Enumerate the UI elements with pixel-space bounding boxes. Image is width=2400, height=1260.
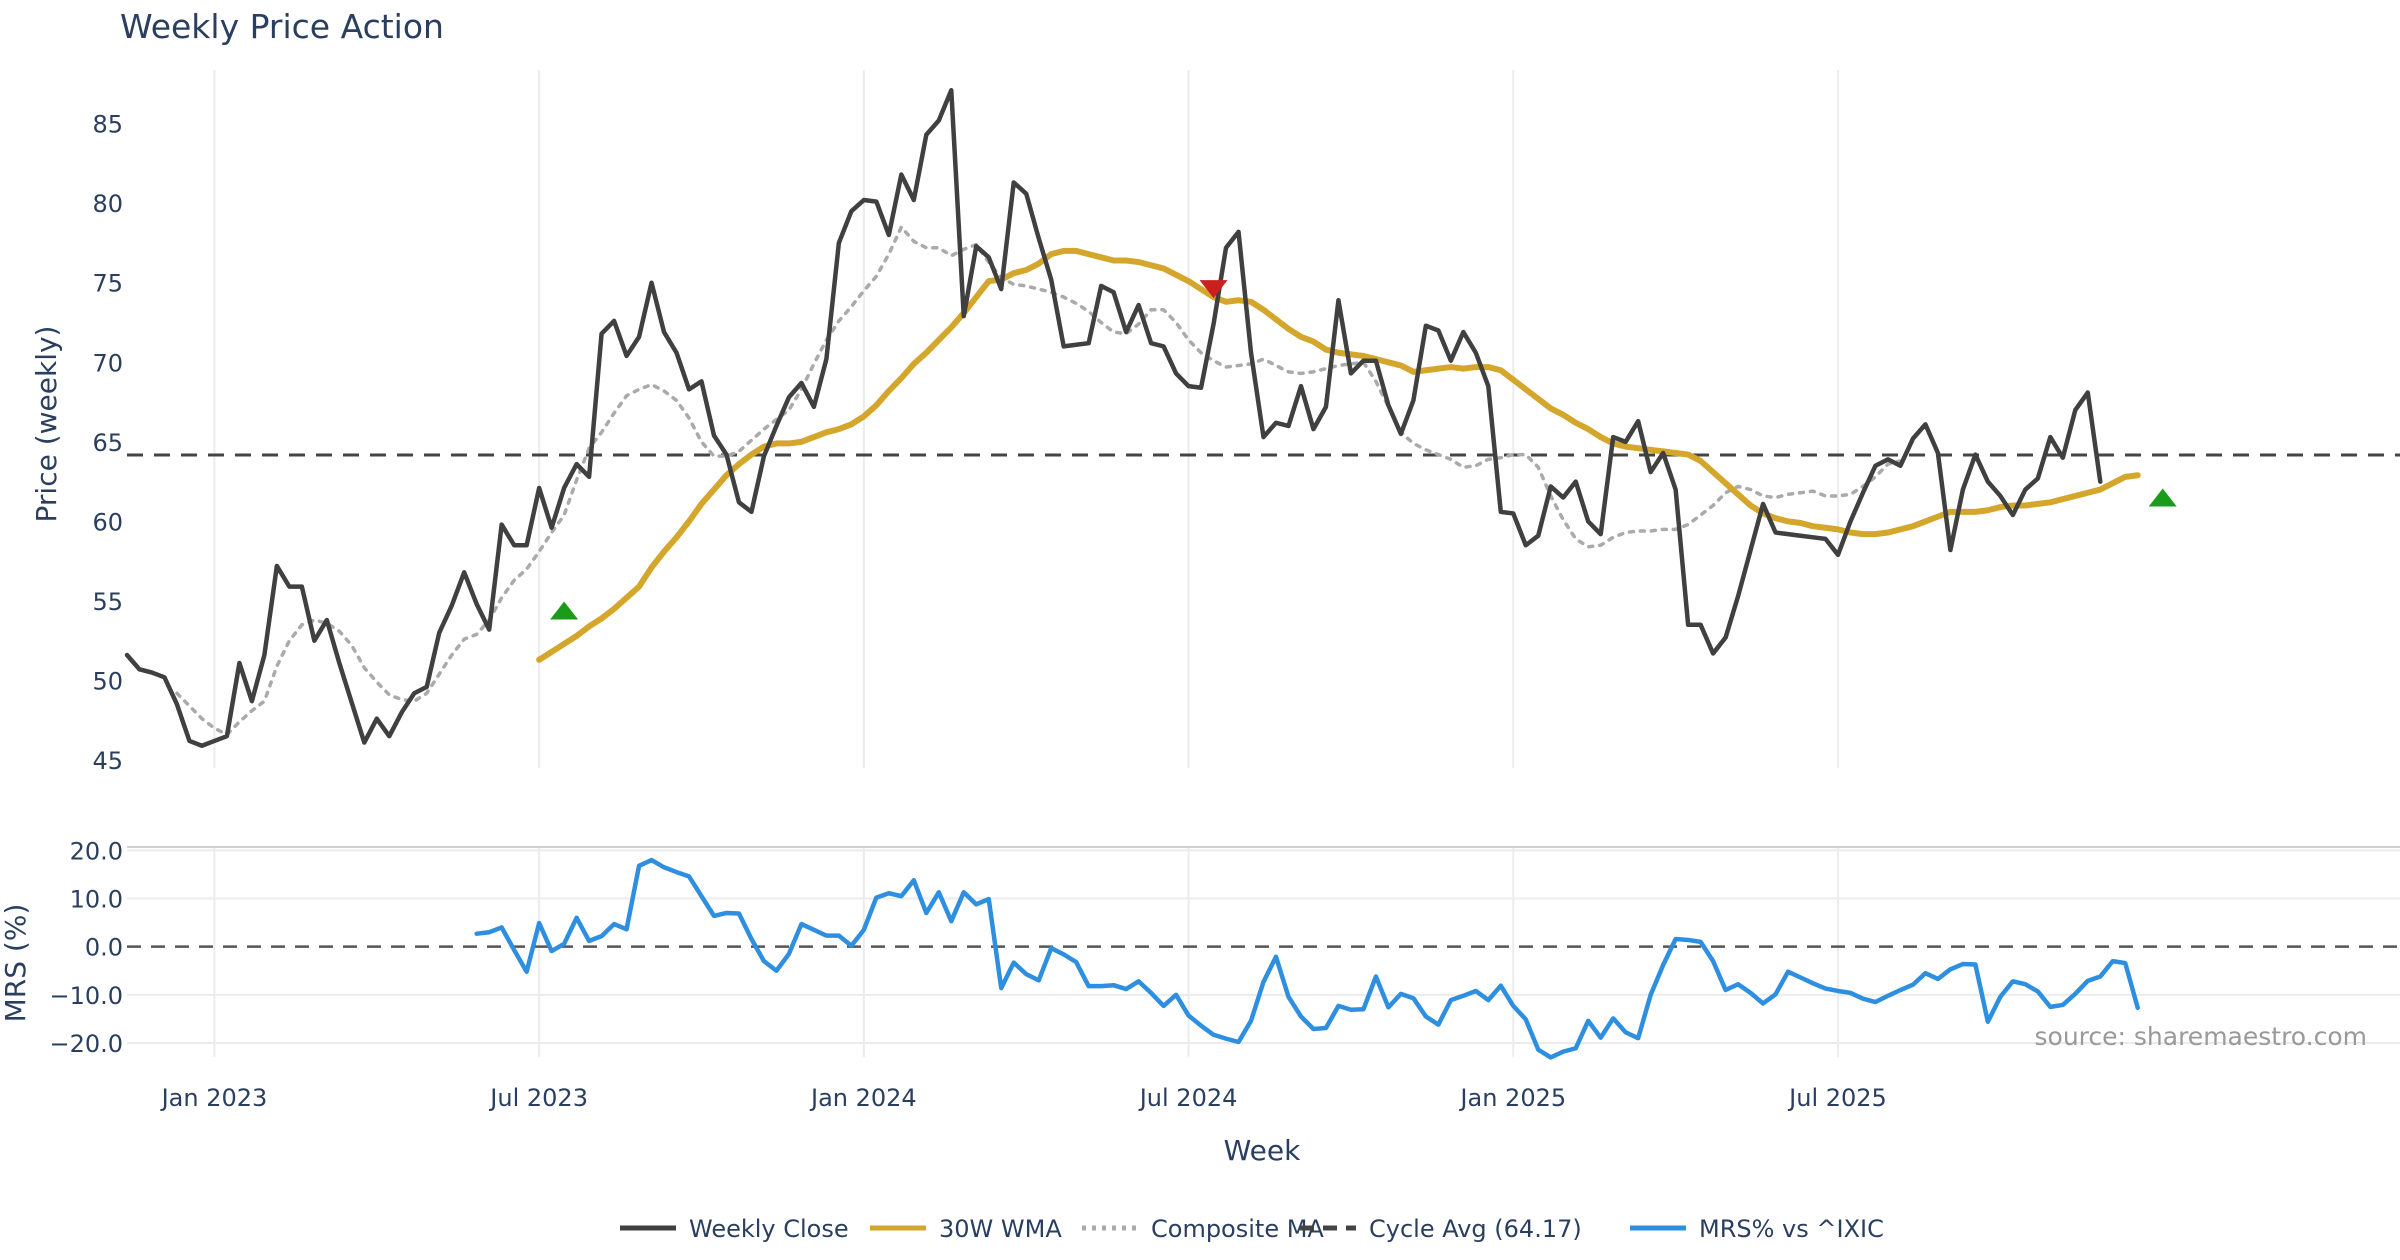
price-ytick-85: 85: [92, 111, 123, 139]
legend-label-1: 30W WMA: [939, 1215, 1062, 1243]
mrs-y-ticks: 20.0 10.0 0.0 −10.0 −20.0: [49, 837, 123, 1058]
price-ytick-75: 75: [92, 270, 123, 298]
series-mrs-vs-ixic: [474, 857, 2140, 1060]
x-tick-4: Jan 2025: [1458, 1084, 1566, 1112]
mrs-ytick-3: −10.0: [49, 982, 123, 1010]
x-tick-1: Jul 2023: [488, 1084, 588, 1112]
buy-signal-marker-2: [2148, 488, 2177, 507]
price-y-ticks: 45 50 55 60 65 70 75 80 85: [92, 111, 123, 775]
price-ytick-50: 50: [92, 667, 123, 695]
x-ticks: Jan 2023 Jul 2023 Jan 2024 Jul 2024 Jan 2025…: [160, 1084, 1887, 1112]
source-note: source: sharemaestro.com: [2035, 1022, 2368, 1051]
x-tick-0: Jan 2023: [160, 1084, 268, 1112]
price-ytick-55: 55: [92, 588, 123, 616]
price-axis-title: Price (weekly): [30, 326, 63, 523]
price-ytick-60: 60: [92, 508, 123, 536]
x-axis-title: Week: [1224, 1134, 1301, 1167]
mrs-ytick-4: −20.0: [49, 1030, 123, 1058]
series-composite-ma: [175, 225, 1903, 737]
price-grid: [213, 70, 1839, 768]
mrs-ytick-2: 0.0: [85, 934, 123, 962]
legend-label-0: Weekly Close: [689, 1215, 849, 1243]
mrs-ytick-0: 20.0: [70, 837, 123, 865]
x-tick-2: Jan 2024: [809, 1084, 917, 1112]
legend-label-2: Composite MA: [1151, 1215, 1324, 1243]
price-ytick-65: 65: [92, 429, 123, 457]
price-ytick-45: 45: [92, 747, 123, 775]
mrs-ytick-1: 10.0: [70, 886, 123, 914]
legend-label-3: Cycle Avg (64.17): [1369, 1215, 1582, 1243]
price-ytick-80: 80: [92, 190, 123, 218]
legend: Weekly Close 30W WMA Composite MA Cycle Avg…: [620, 1215, 1884, 1243]
x-tick-3: Jul 2024: [1138, 1084, 1238, 1112]
x-tick-5: Jul 2025: [1787, 1084, 1887, 1112]
chart-title: Weekly Price Action: [120, 7, 444, 46]
legend-label-4: MRS% vs ^IXIC: [1699, 1215, 1884, 1243]
series-layer: [124, 87, 2400, 1060]
buy-signal-marker-0: [550, 601, 579, 620]
mrs-grid: [127, 846, 2400, 1057]
mrs-axis-title: MRS (%): [0, 904, 32, 1023]
series-weekly-close: [124, 87, 2103, 748]
sell-signal-marker-1: [1199, 280, 1228, 299]
signal-layer: [550, 280, 2177, 620]
price-ytick-70: 70: [92, 349, 123, 377]
series-30w-wma: [536, 247, 2141, 663]
